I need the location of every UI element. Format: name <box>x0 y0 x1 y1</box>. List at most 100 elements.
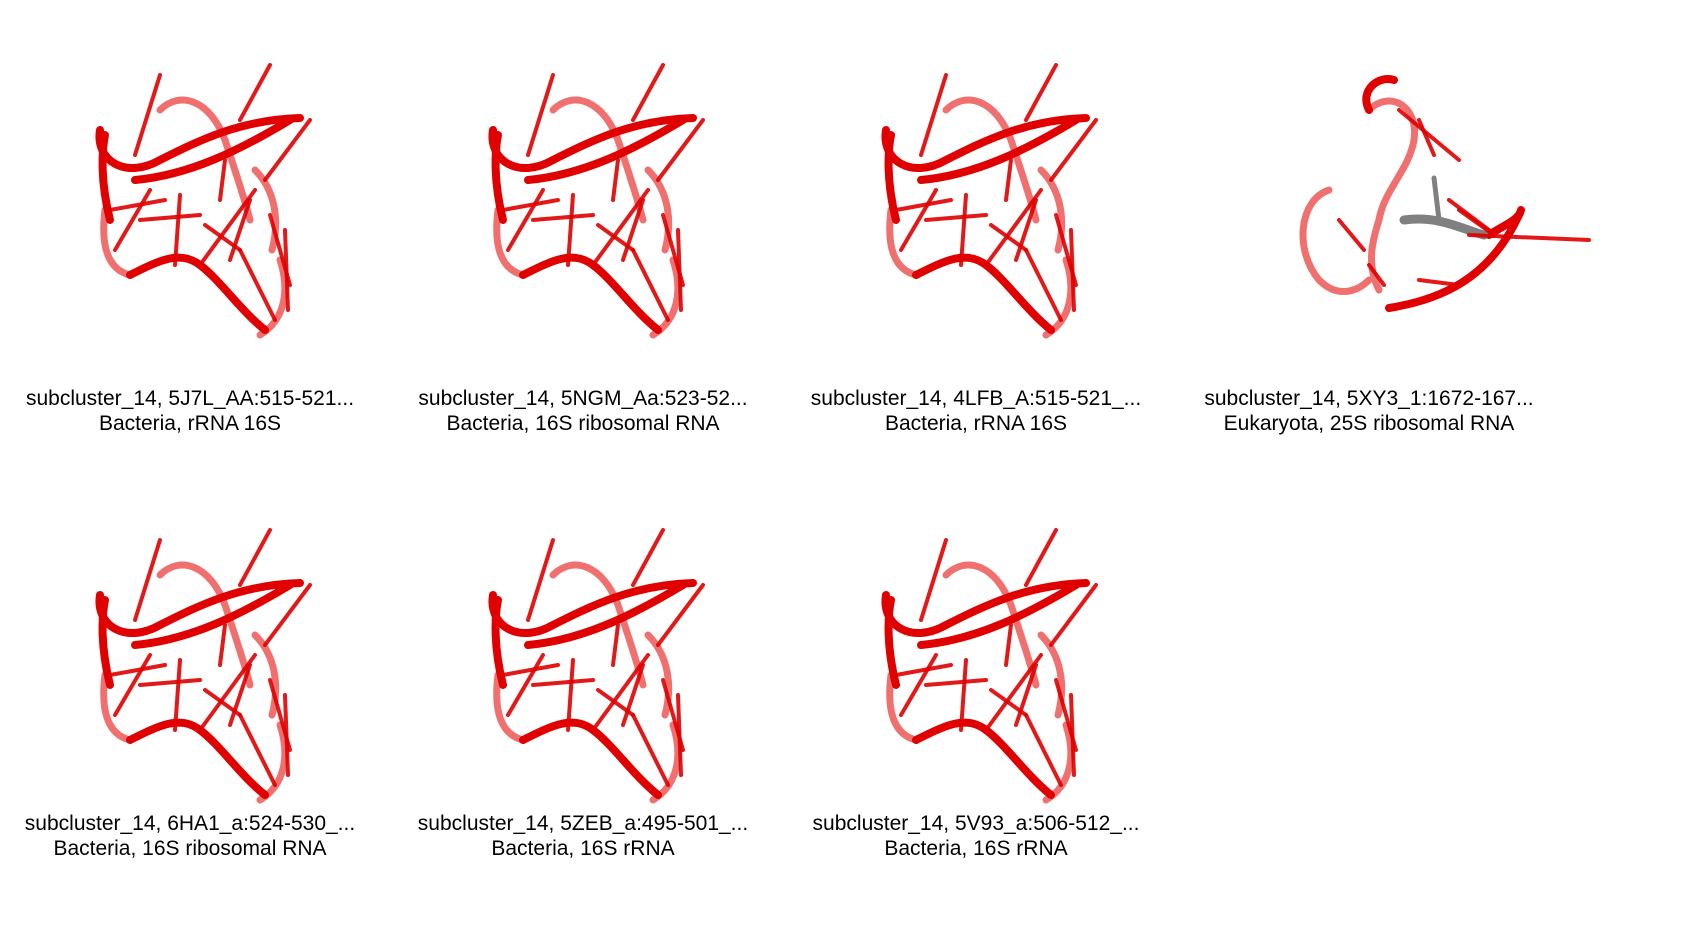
backbone-strand-back <box>1037 631 1066 719</box>
caption-subtitle: Bacteria, 16S ribosomal RNA <box>53 837 327 860</box>
backbone-strand-back <box>644 166 673 254</box>
rna-structure-image <box>881 528 1098 804</box>
base-stick <box>924 678 988 687</box>
backbone-strand-back <box>1365 97 1418 224</box>
base-stick <box>238 528 272 587</box>
structure-card[interactable]: subcluster_14, 5ZEB_a:495-501_... Bacter… <box>393 465 773 935</box>
base-stick <box>591 188 650 267</box>
backbone-strand-back <box>886 206 920 279</box>
caption-title: subcluster_14, 5ZEB_a:495-501_... <box>417 812 749 835</box>
rna-structure-image <box>95 63 312 339</box>
backbone-strand <box>126 253 269 334</box>
backbone-strand-back <box>644 631 673 719</box>
structure-caption: subcluster_14, 5J7L_AA:515-521... Bacter… <box>0 386 380 436</box>
base-stick <box>656 118 705 182</box>
backbone-strand <box>912 253 1055 334</box>
structure-card[interactable]: subcluster_14, 5V93_a:506-512_... Bacter… <box>786 465 1166 935</box>
base-stick <box>631 248 670 322</box>
structure-card[interactable]: subcluster_14, 4LFB_A:515-521_... Bacter… <box>786 0 1166 470</box>
backbone-strand <box>524 581 687 649</box>
caption-title: subcluster_14, 5J7L_AA:515-521... <box>25 387 355 410</box>
caption-title: subcluster_14, 6HA1_a:524-530_... <box>24 812 356 835</box>
base-stick <box>656 583 705 647</box>
structure-card[interactable]: subcluster_14, 5NGM_Aa:523-52... Bacteri… <box>393 0 773 470</box>
base-stick <box>113 188 152 252</box>
structure-card[interactable]: subcluster_14, 6HA1_a:524-530_... Bacter… <box>0 465 380 935</box>
base-stick <box>919 538 948 622</box>
base-stick <box>924 213 988 222</box>
base-stick <box>1417 278 1461 287</box>
base-stick <box>899 653 938 717</box>
base-stick <box>676 228 683 312</box>
structure-card[interactable]: subcluster_14, 5J7L_AA:515-521... Bacter… <box>0 0 380 470</box>
backbone-strand <box>1485 206 1525 239</box>
backbone-strand-back <box>886 671 920 744</box>
backbone-strand <box>881 114 1090 173</box>
rna-structure-image <box>95 528 312 804</box>
backbone-strand <box>131 581 294 649</box>
base-stick <box>238 248 277 322</box>
base-stick <box>984 188 1043 267</box>
base-stick <box>566 193 575 267</box>
base-stick <box>1069 228 1076 312</box>
base-stick <box>283 228 290 312</box>
backbone-strand <box>488 114 697 173</box>
base-stick <box>501 198 560 212</box>
backbone-strand <box>126 718 269 799</box>
backbone-strand <box>917 116 1080 184</box>
backbone-strand <box>519 253 662 334</box>
base-stick <box>501 663 560 677</box>
backbone-strand-back <box>493 206 527 279</box>
structure-caption: subcluster_14, 5ZEB_a:495-501_... Bacter… <box>393 811 773 861</box>
base-stick <box>1069 693 1076 777</box>
backbone-strand <box>1362 75 1398 114</box>
backbone-strand-back <box>156 96 254 224</box>
base-stick <box>506 188 545 252</box>
base-stick <box>1049 118 1098 182</box>
base-stick <box>566 658 575 732</box>
caption-subtitle: Bacteria, 16S ribosomal RNA <box>446 412 720 435</box>
backbone-strand-back <box>1299 186 1373 296</box>
backbone-strand-back <box>100 671 134 744</box>
highlight-strand <box>1399 214 1489 240</box>
structure-caption: subcluster_14, 5V93_a:506-512_... Bacter… <box>786 811 1166 861</box>
base-stick <box>228 663 252 727</box>
base-stick <box>621 198 645 262</box>
backbone-strand-back <box>1368 216 1383 294</box>
base-stick <box>959 658 968 732</box>
structure-caption: subcluster_14, 5NGM_Aa:523-52... Bacteri… <box>393 386 773 436</box>
backbone-strand <box>881 579 1090 638</box>
caption-title: subcluster_14, 4LFB_A:515-521_... <box>810 387 1142 410</box>
base-stick <box>218 158 227 202</box>
backbone-strand <box>524 116 687 184</box>
base-stick <box>218 623 227 667</box>
backbone-strand-back <box>251 631 280 719</box>
base-stick <box>1467 233 1591 242</box>
base-stick <box>611 623 620 667</box>
base-stick <box>506 653 545 717</box>
base-stick <box>238 713 277 787</box>
base-stick <box>899 188 938 252</box>
caption-subtitle: Bacteria, rRNA 16S <box>98 412 282 435</box>
backbone-strand <box>917 581 1080 649</box>
backbone-strand <box>519 718 662 799</box>
caption-subtitle: Bacteria, 16S rRNA <box>491 837 675 860</box>
base-stick <box>1457 208 1496 237</box>
base-stick <box>919 73 948 157</box>
base-stick <box>283 693 290 777</box>
rna-structure-image <box>881 63 1098 339</box>
base-stick <box>526 73 555 157</box>
caption-subtitle: Eukaryota, 25S ribosomal RNA <box>1223 412 1515 435</box>
backbone-strand-back <box>549 561 647 689</box>
backbone-strand <box>884 131 900 224</box>
rna-structure-image <box>488 63 705 339</box>
backbone-strand-back <box>156 561 254 689</box>
base-stick <box>1367 263 1386 287</box>
base-stick <box>1397 108 1461 162</box>
backbone-strand <box>131 116 294 184</box>
base-stick <box>984 653 1043 732</box>
structure-caption: subcluster_14, 5XY3_1:1672-167... Eukary… <box>1179 386 1559 436</box>
backbone-strand-back <box>493 671 527 744</box>
structure-card[interactable]: subcluster_14, 5XY3_1:1672-167... Eukary… <box>1179 0 1591 470</box>
